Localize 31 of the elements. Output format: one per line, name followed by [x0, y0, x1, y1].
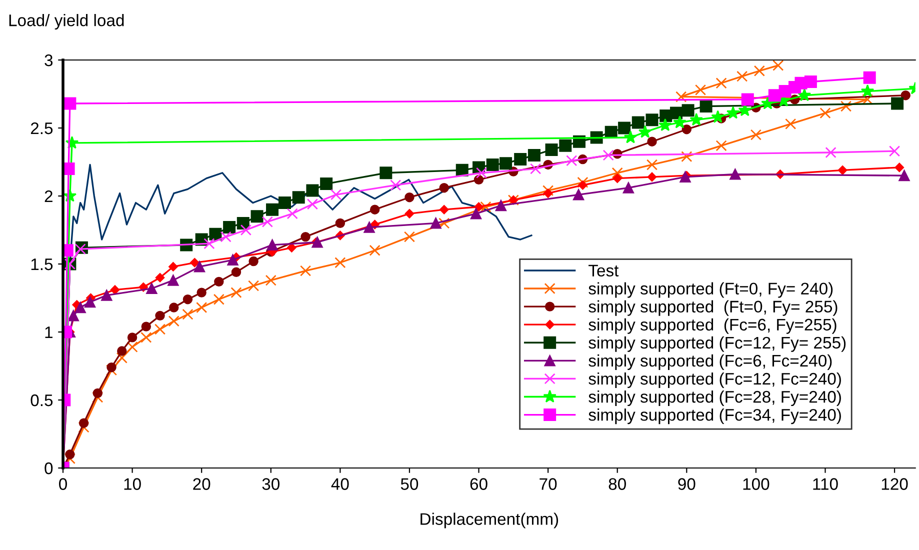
y-tick-label: 0.5 — [30, 394, 53, 406]
legend-label: simply supported (Ft=0, Fy= 240) — [588, 282, 833, 298]
x-tick-label: 120 — [882, 478, 908, 490]
legend-label: simply supported (Fc=6, Fy=255) — [588, 318, 836, 334]
legend-label: simply supported (Ft=0, Fy= 255) — [588, 300, 838, 316]
legend-label: simply supported (Fc=12, Fc=240) — [588, 372, 841, 388]
y-tick-label: 2 — [44, 190, 52, 202]
y-axis-title: Load/ yield load — [9, 14, 124, 30]
x-tick-label: 20 — [193, 478, 210, 490]
x-tick-label: 60 — [470, 478, 488, 490]
x-tick-label: 30 — [262, 478, 280, 490]
x-tick-label: 40 — [331, 478, 349, 490]
legend-label: simply supported (Fc=28, Fy=240) — [588, 390, 841, 406]
x-tick-label: 110 — [813, 478, 838, 490]
x-tick-label: 90 — [678, 478, 696, 490]
x-axis-title: Displacement(mm) — [420, 512, 558, 528]
x-tick-label: 0 — [59, 478, 67, 490]
y-tick-label: 3 — [44, 54, 53, 66]
x-tick-label: 100 — [743, 478, 770, 490]
y-tick-label: 1.5 — [31, 258, 53, 270]
x-tick-label: 80 — [608, 478, 626, 490]
legend-label: simply supported (Fc=34, Fy=240) — [588, 408, 841, 424]
x-tick-label: 10 — [124, 478, 141, 490]
y-tick-label: 0 — [44, 462, 53, 474]
legend-label: Test — [588, 264, 619, 276]
legend-label: simply supported (Fc=6, Fc=240) — [588, 354, 832, 370]
x-tick-label: 70 — [540, 478, 557, 490]
legend-label: simply supported (Fc=12, Fy= 255) — [588, 336, 846, 352]
y-tick-label: 1 — [45, 326, 52, 338]
y-tick-label: 2.5 — [30, 122, 53, 134]
x-tick-label: 50 — [400, 478, 418, 490]
